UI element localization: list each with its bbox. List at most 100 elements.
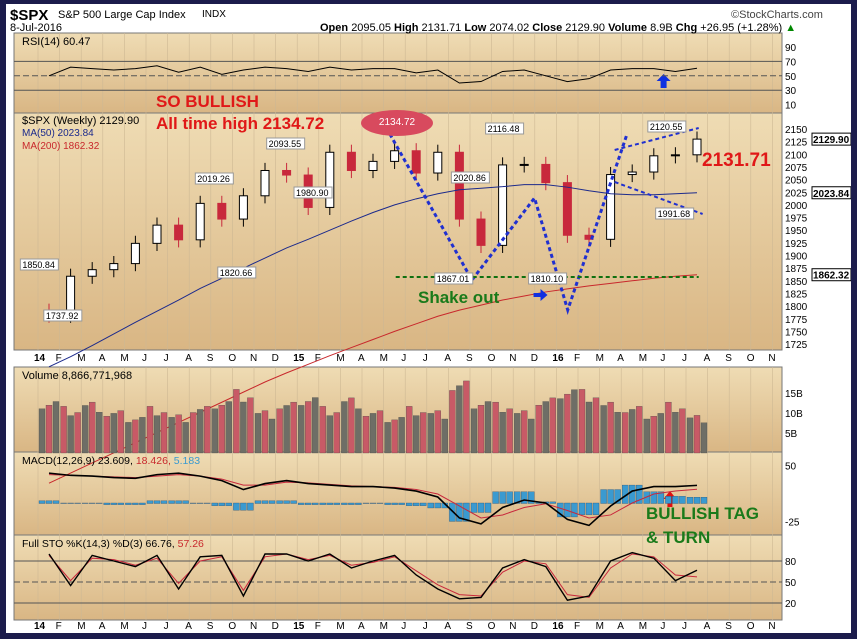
chart-frame: 14 14 F F M M A A M M J J J J A A S S O O N N D D 15 15 F F M M A A M M J J…: [6, 4, 851, 633]
macd-histogram-bar: [204, 502, 211, 504]
macd-histogram-bar: [298, 502, 305, 505]
macd-histogram-bar: [168, 500, 175, 504]
volume-bar: [369, 413, 377, 454]
volume-bar: [60, 406, 67, 454]
candle: [670, 154, 680, 157]
price-callout-box: [43, 309, 83, 322]
price-callout: 1980.90: [296, 188, 329, 198]
volume-bar: [622, 412, 629, 454]
x-tick-label: N: [509, 621, 516, 632]
annotation-all-time-high: All time high 2134.72: [156, 114, 325, 133]
volume-bar: [643, 418, 650, 454]
volume-bar: [190, 412, 197, 454]
price-callout-box: [655, 207, 695, 220]
sto-d-legend: 57.26: [177, 538, 204, 550]
x-tick-label: M: [380, 353, 388, 364]
annotation-and-turn: & TURN: [646, 528, 711, 547]
x-tick-label: A: [185, 621, 192, 632]
macd-histogram-bar: [254, 500, 262, 504]
macd-histogram-bar: [492, 491, 499, 504]
sto-d-line: [48, 553, 698, 598]
price-callout: 2093.55: [269, 139, 302, 149]
price-tick: 1875: [785, 264, 808, 275]
sto-k-legend: Full STO %K(14,3) %D(3) 66.76,: [22, 538, 175, 550]
blue-arrow-price-icon: [533, 289, 548, 301]
open-label: Open: [320, 22, 349, 34]
volume-bar: [542, 401, 549, 454]
volume-bar: [355, 408, 362, 454]
last-value-box: [811, 186, 851, 200]
macd-tick: -25: [785, 518, 800, 529]
macd-histogram-bar: [693, 497, 701, 504]
macd-histogram-bar: [362, 502, 370, 504]
x-tick-label: N: [768, 621, 775, 632]
x-tick-label: M: [596, 621, 604, 632]
sto-tick: 20: [785, 599, 797, 610]
x-tick-label: J: [660, 621, 665, 632]
sto-k-line: [48, 551, 698, 601]
symbol: $SPX: [10, 7, 49, 24]
x-tick-label: A: [444, 353, 451, 364]
volume-bar: [420, 412, 427, 454]
candle: [606, 174, 616, 240]
x-tick-label: 15: [293, 621, 305, 632]
x-tick-label: M: [77, 353, 85, 364]
macd-histogram-bar: [679, 496, 686, 504]
sto-legend: Full STO %K(14,3) %D(3) 66.76, 57.26: [22, 538, 204, 550]
x-tick-label: M: [120, 353, 128, 364]
price-tick: 2025: [785, 188, 808, 199]
volume-tick: 10B: [785, 409, 803, 420]
price-callout-box: [528, 272, 568, 285]
macd-hist-legend: 5.183: [173, 455, 201, 467]
price-callout-box: [647, 120, 687, 133]
volume-bar: [456, 385, 463, 454]
price-callout: 1867.01: [437, 274, 470, 284]
ma50-legend-text: MA(50) 2023.84: [22, 128, 94, 139]
macd-histogram-bar: [427, 502, 434, 509]
x-tick-label: J: [164, 621, 169, 632]
volume-bar: [484, 401, 492, 454]
x-tick-label: O: [228, 621, 236, 632]
candle: [152, 224, 162, 244]
macd-histogram-bar: [521, 491, 528, 504]
high-label: High: [394, 22, 419, 34]
volume-bar: [233, 389, 240, 454]
x-tick-label: O: [747, 621, 755, 632]
price-callout-box: [217, 266, 257, 279]
x-tick-label: A: [358, 621, 365, 632]
x-tick-label: A: [185, 353, 192, 364]
price-callout-box: [293, 186, 333, 199]
volume-bar: [614, 412, 621, 454]
volume-bar: [406, 406, 413, 454]
volume-bar: [564, 393, 571, 454]
macd-histogram-bar: [45, 500, 53, 504]
candle: [87, 269, 97, 277]
price-callout-box: [485, 122, 525, 135]
macd-histogram-bar: [52, 500, 60, 504]
volume-bar: [74, 412, 81, 454]
candle: [411, 150, 421, 174]
volume-bar: [341, 401, 348, 454]
x-tick-label: F: [56, 621, 62, 632]
x-tick-label: M: [639, 621, 647, 632]
volume-bar: [132, 419, 139, 454]
candle: [541, 163, 551, 184]
macd-legend: MACD(12,26,9) 23.609, 18.426, 5.183: [22, 455, 200, 467]
volume-bar: [348, 397, 355, 454]
macd-histogram-bar: [211, 502, 218, 506]
macd-histogram-bar: [686, 497, 694, 504]
candle: [195, 202, 205, 241]
price-tick: 2125: [785, 138, 808, 149]
ma200-legend: MA(200) 1862.32: [22, 141, 99, 153]
price-callout-box: [434, 272, 474, 285]
volume-bar: [96, 412, 103, 454]
x-tick-label: A: [358, 353, 365, 364]
close-value: 2129.90: [565, 22, 606, 34]
macd-histogram-bar: [413, 502, 420, 506]
volume-bar: [38, 408, 46, 454]
x-tick-label: N: [250, 621, 257, 632]
candle: [476, 218, 486, 246]
x-tick-label: D: [272, 353, 279, 364]
volume-bar: [499, 412, 506, 454]
macd-histogram-bar: [117, 502, 124, 505]
